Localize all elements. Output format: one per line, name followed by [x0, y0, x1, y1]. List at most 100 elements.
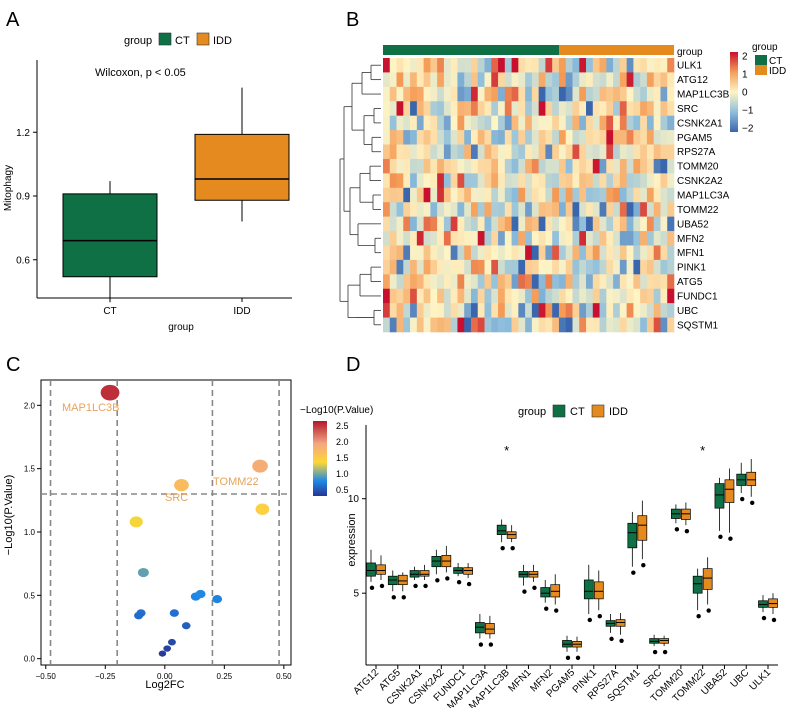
heatmap-cell: [633, 231, 641, 246]
heatmap-cell: [545, 187, 553, 203]
heatmap-cell: [660, 101, 668, 116]
heatmap-cell: [667, 101, 675, 116]
heatmap-cell: [565, 101, 573, 116]
heatmap-cell: [416, 303, 424, 318]
heatmap-cell: [491, 231, 499, 246]
panel-c-colorbar: [313, 421, 327, 496]
heatmap-cell: [626, 231, 634, 246]
heatmap-cell: [504, 72, 512, 88]
heatmap-cell: [410, 144, 418, 160]
heatmap-cell: [653, 274, 661, 290]
heatmap-cell: [477, 72, 485, 88]
heatmap-cell: [511, 144, 519, 160]
panel-a-letter: A: [6, 9, 20, 31]
heatmap-cell: [538, 58, 546, 73]
heatmap-cell: [619, 187, 627, 203]
outlier-point: [740, 496, 745, 502]
heatmap-cell: [667, 86, 675, 102]
heatmap-cell: [470, 158, 479, 174]
heatmap-cell: [450, 115, 458, 131]
heatmap-cell: [437, 86, 445, 102]
heatmap-cell: [410, 274, 418, 290]
heatmap-cell: [457, 173, 465, 189]
heatmap-cell: [558, 274, 567, 290]
heatmap-cell: [457, 259, 465, 275]
heatmap-cell: [531, 72, 539, 88]
heatmap-cell: [457, 130, 465, 145]
heatmap-cell: [464, 144, 472, 160]
heatmap-cell: [423, 86, 431, 102]
heatmap-cell: [667, 216, 675, 232]
heatmap-cell: [619, 288, 627, 304]
heatmap-cell: [579, 231, 587, 246]
label-map1lc3b: MAP1LC3B: [62, 402, 119, 414]
heatmap-cell: [457, 216, 465, 232]
heatmap-cell: [653, 158, 661, 174]
heatmap-cell: [660, 288, 668, 304]
heatmap-cell: [619, 101, 627, 116]
heatmap-cell: [619, 274, 627, 290]
heatmap-cell: [470, 58, 479, 73]
heatmap-cell: [525, 317, 533, 333]
heatmap-cell: [592, 202, 600, 217]
heatmap-cell: [653, 259, 661, 275]
heatmap-cell: [640, 101, 648, 116]
heatmap-cell: [646, 216, 654, 232]
heatmap-cell: [558, 144, 567, 160]
heatmap-cell: [613, 173, 621, 189]
outlier-point: [522, 589, 527, 594]
heatmap-cell: [430, 274, 438, 290]
heatmap-cell: [430, 86, 438, 102]
heatmap-cell: [423, 187, 431, 203]
heatmap-cell: [667, 158, 675, 174]
heatmap-cell: [389, 259, 397, 275]
heatmap-cell: [416, 274, 424, 290]
heatmap-cell: [525, 202, 533, 217]
heatmap-cell: [498, 187, 506, 203]
outlier-point: [696, 613, 701, 619]
panel-d: D group CT IDD expression 510 * * ATG12AT…: [346, 354, 778, 708]
heatmap-cell: [531, 144, 539, 160]
heatmap-cell: [613, 245, 621, 261]
row-label: FUNDC1: [677, 291, 718, 302]
heatmap-cell: [558, 187, 567, 203]
heatmap-cell: [626, 288, 634, 304]
heatmap-cell: [416, 231, 424, 246]
heatmap-cell: [383, 144, 391, 160]
heatmap-cell: [525, 216, 533, 232]
heatmap-cell: [579, 202, 587, 217]
box: [627, 522, 638, 549]
scatter-point: [181, 622, 191, 630]
heatmap-cell: [592, 173, 600, 189]
heatmap-cell: [491, 259, 499, 275]
heatmap-cell: [667, 303, 675, 318]
heatmap-cell: [504, 303, 512, 318]
heatmap-cell: [599, 115, 607, 131]
heatmap-cell: [565, 72, 573, 88]
heatmap-cell: [396, 130, 404, 145]
heatmap-cell: [477, 317, 485, 333]
row-label: RPS27A: [677, 147, 716, 158]
heatmap-cell: [450, 144, 458, 160]
heatmap-cell: [538, 130, 546, 145]
heatmap-cell: [613, 259, 621, 275]
y-tick-label: 10: [348, 494, 360, 505]
heatmap-cell: [457, 86, 465, 102]
heatmap-cell: [592, 317, 600, 333]
heatmap-cell: [443, 72, 451, 88]
outlier-point: [587, 617, 592, 623]
heatmap-cell: [552, 173, 560, 189]
heatmap-cell: [531, 130, 539, 145]
heatmap-cell: [660, 303, 668, 318]
heatmap-cell: [470, 317, 479, 333]
heatmap-cell: [538, 158, 546, 174]
panel-d-ylabel: expression: [346, 513, 358, 566]
heatmap-cell: [437, 115, 445, 131]
heatmap-cell: [396, 202, 404, 217]
heatmap-cell: [545, 101, 553, 116]
outlier-point: [631, 570, 636, 575]
heatmap-cell: [626, 317, 634, 333]
heatmap-cell: [477, 231, 485, 246]
heatmap-cell: [592, 187, 600, 203]
